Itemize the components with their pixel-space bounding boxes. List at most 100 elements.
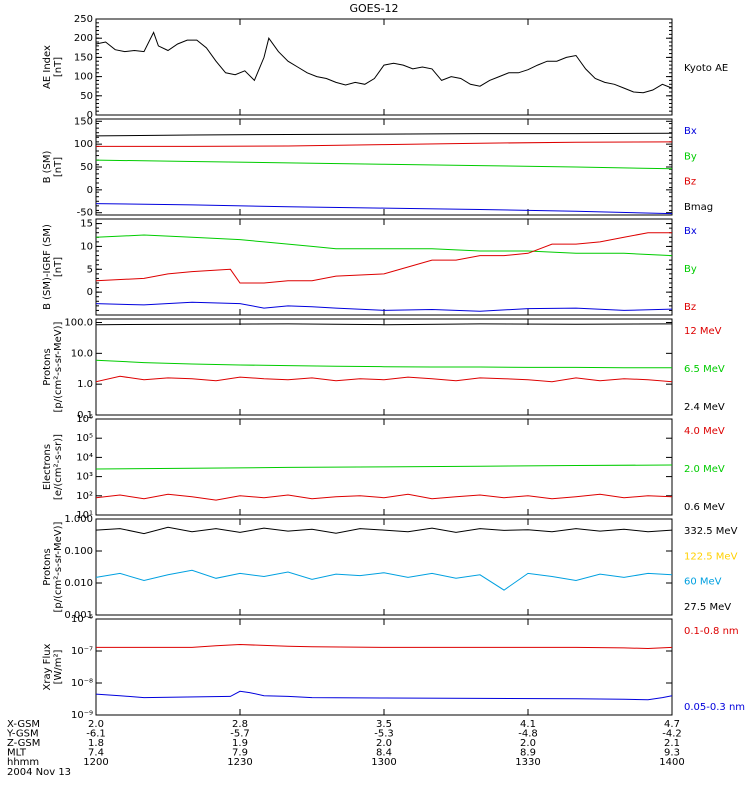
coord-value: -4.8	[518, 729, 538, 740]
y-tick-label: 15	[80, 219, 93, 230]
y-axis-label: B (SM)-IGRF (SM)[nT]	[42, 224, 64, 310]
y-tick-label: 10²	[76, 491, 93, 502]
coord-value: 2.8	[232, 719, 248, 730]
y-tick-label: 50	[80, 162, 93, 173]
y-tick-label: 10⁴	[76, 452, 93, 463]
coord-value: -5.3	[374, 729, 394, 740]
y-axis-label-line: [p/(cm²-s-sr-MeV)]	[53, 521, 64, 612]
series-line	[95, 301, 673, 312]
coord-value: 4.7	[664, 719, 680, 730]
coord-value: 9.3	[664, 748, 680, 759]
series-line	[95, 493, 673, 501]
y-axis-label-line: Electrons	[42, 444, 53, 490]
legend-entry: 0.05-0.3 nm	[684, 702, 745, 713]
legend-entry: 122.5 MeV	[684, 551, 738, 562]
y-axis-label-line: Protons	[42, 548, 53, 585]
y-axis-label: Protons[p/(cm²-s-sr-MeV)]	[42, 521, 64, 612]
y-tick-label: 0.100	[64, 546, 93, 557]
y-tick-label: 0	[87, 287, 93, 298]
series-line	[95, 375, 673, 383]
panel-frame	[95, 218, 673, 316]
y-tick-label: 10¹	[76, 510, 93, 521]
coord-value: 8.4	[376, 748, 392, 759]
panel-7: 10⁻⁹ 10⁻⁸ 10⁻⁷ 10⁻⁶ Xray Flux[W/m²] 0.1-0.8 n…	[42, 614, 745, 721]
y-tick-label: 0.010	[64, 578, 93, 589]
coord-value: -5.7	[230, 729, 250, 740]
series-line	[95, 232, 672, 284]
legend-entry: 4.0 MeV	[684, 426, 725, 437]
coord-row-label: hhmm	[7, 757, 39, 768]
y-tick-label: 10⁻⁹	[71, 710, 93, 721]
panel-frame	[95, 618, 673, 716]
coord-value: 1300	[371, 757, 396, 768]
y-axis-label-line: [W/m²]	[53, 649, 64, 684]
y-axis-label: Electrons[e/(cm²-s-sr)]	[42, 434, 64, 500]
y-tick-label: 150	[74, 116, 93, 127]
series-line	[95, 569, 673, 591]
y-axis-label: Protons[p/(cm²-s-sr-MeV)]	[42, 321, 64, 412]
y-tick-label: -50	[77, 208, 93, 219]
y-tick-label: 1.000	[64, 514, 93, 525]
legend-entry: 2.4 MeV	[684, 402, 725, 413]
coord-value: -4.2	[662, 729, 682, 740]
y-axis-label-line: [nT]	[53, 257, 64, 277]
panel-5: 10¹ 10² 10³ 10⁴ 10⁵ 10⁶ Electrons[e/(cm²-s-sr)…	[42, 414, 725, 521]
y-tick-label: 10⁻⁶	[71, 614, 93, 625]
y-axis-label-line: [nT]	[53, 57, 64, 77]
y-axis-label: Xray Flux[W/m²]	[42, 643, 64, 690]
coord-value: 2.0	[376, 738, 392, 749]
legend-entry: By	[684, 264, 697, 275]
y-tick-label: 100.0	[64, 318, 93, 329]
y-tick-label: 0.1	[77, 410, 93, 421]
panel-frame	[95, 518, 673, 616]
legend-entry: 2.0 MeV	[684, 464, 725, 475]
legend-entry: Bx	[684, 226, 697, 237]
series-line	[95, 31, 673, 94]
coord-value: 1400	[659, 757, 684, 768]
coord-value: 1330	[515, 757, 540, 768]
series-line	[95, 132, 673, 137]
coord-row-label: Z-GSM	[7, 738, 40, 749]
coord-row-label: X-GSM	[7, 719, 40, 730]
chart-title: GOES-12	[349, 2, 398, 15]
y-axis-label-line: B (SM)-IGRF (SM)	[42, 224, 53, 310]
legend-entry: Bz	[684, 177, 696, 188]
y-axis-label-line: [nT]	[53, 157, 64, 177]
coord-value: 1230	[227, 757, 252, 768]
coord-value: -6.1	[86, 729, 106, 740]
series-line	[96, 643, 673, 650]
panel-1: 0 50 100 150 200 250 AE Index[nT] Kyoto AE	[42, 14, 728, 121]
y-tick-label: 100	[74, 72, 93, 83]
legend-entry: 60 MeV	[684, 577, 722, 588]
legend-entry: 6.5 MeV	[684, 364, 725, 375]
y-tick-label: 50	[80, 91, 93, 102]
coord-value: 4.1	[520, 719, 536, 730]
legend-entry: By	[684, 151, 697, 162]
coord-value: 7.9	[232, 748, 248, 759]
legend-entry: 27.5 MeV	[684, 602, 731, 613]
y-tick-label: 10	[80, 241, 93, 252]
coord-value: 1.8	[88, 738, 104, 749]
legend-entry: Kyoto AE	[684, 63, 728, 74]
coord-value: 7.4	[88, 748, 104, 759]
legend-entry: Bz	[684, 302, 696, 313]
y-tick-label: 200	[74, 33, 93, 44]
legend-entry: 332.5 MeV	[684, 526, 738, 537]
coord-row-label: MLT	[7, 748, 27, 759]
y-tick-label: 10⁶	[76, 414, 93, 425]
series-line	[95, 234, 673, 257]
series-line	[95, 526, 673, 535]
y-tick-label: 10⁵	[76, 433, 93, 444]
y-axis-label-line: Protons	[42, 348, 53, 385]
coord-value: 2.0	[88, 719, 104, 730]
y-tick-label: 0	[87, 110, 93, 121]
panel-6: 0.0010.0100.1001.000Protons[p/(cm²-s-sr-…	[42, 514, 738, 621]
coord-row-label: Y-GSM	[6, 729, 39, 740]
legend-entry: Bmag	[684, 202, 713, 213]
y-axis-label-line: AE Index	[42, 45, 53, 89]
coord-value: 2.0	[520, 738, 536, 749]
y-tick-label: 5	[87, 264, 93, 275]
panel-4: 0.11.010.0100.0Protons[p/(cm²-s-sr-MeV)]…	[42, 318, 725, 421]
coord-value: 2.1	[664, 738, 680, 749]
